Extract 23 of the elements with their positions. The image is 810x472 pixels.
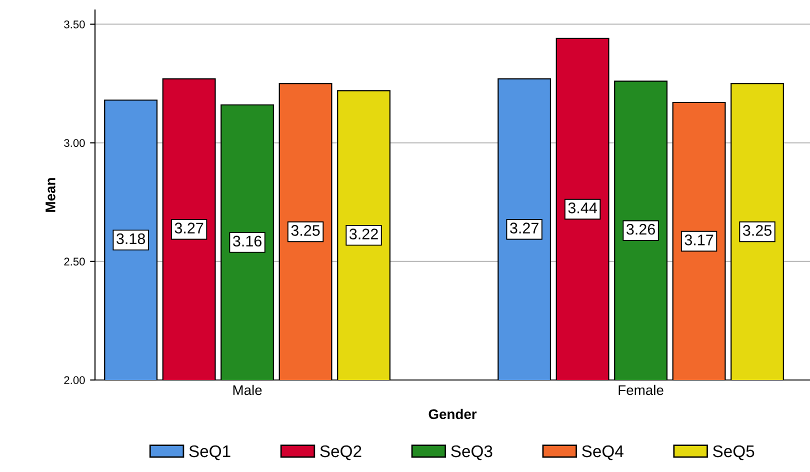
legend-label: SeQ5	[713, 445, 754, 460]
x-tick-label: Female	[618, 384, 664, 396]
legend-label: SeQ2	[320, 445, 362, 460]
data-label: 3.16	[233, 236, 262, 247]
data-label: 3.27	[174, 222, 204, 234]
legend-label: SeQ4	[582, 445, 624, 460]
y-tick-label: 2.00	[64, 376, 85, 384]
data-label: 3.25	[291, 225, 320, 236]
y-tick-label: 2.50	[64, 258, 85, 266]
legend-label: SeQ3	[451, 445, 492, 460]
data-label: 3.26	[626, 224, 655, 235]
data-label: 3.18	[116, 233, 146, 244]
y-tick-label: 3.50	[64, 20, 85, 28]
data-label: 3.44	[568, 202, 597, 214]
data-label: 3.17	[684, 234, 714, 246]
legend-label: SeQ1	[189, 445, 230, 460]
y-axis-title: Mean	[46, 178, 56, 212]
data-label: 3.25	[742, 225, 772, 236]
y-tick-label: 3.00	[64, 139, 85, 147]
data-label: 3.27	[510, 222, 538, 234]
data-label: 3.22	[349, 228, 378, 240]
x-axis-title: Gender	[428, 408, 477, 420]
x-tick-label: Male	[233, 384, 262, 396]
